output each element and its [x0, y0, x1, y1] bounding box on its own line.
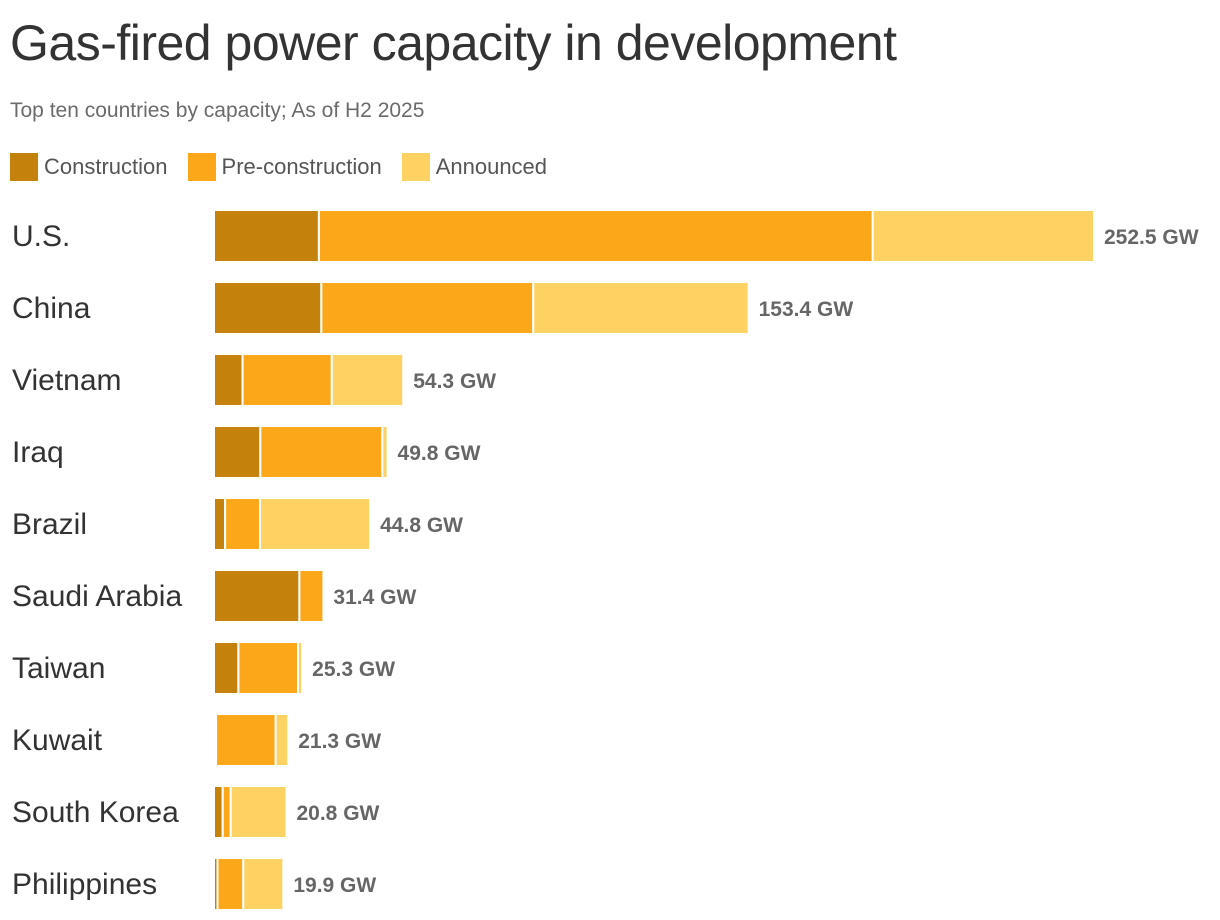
bar-taiwan-pre-construction	[237, 641, 299, 695]
category-label-u-s: U.S.	[12, 220, 70, 253]
bar-iraq-pre-construction	[259, 425, 384, 479]
legend-item-pre-construction: Pre-construction	[187, 153, 382, 181]
legend-label-announced: Announced	[435, 154, 548, 179]
value-label-south-korea: 20.8 GW	[296, 802, 379, 825]
value-label-iraq: 49.8 GW	[398, 442, 481, 465]
bar-philippines-pre-construction	[216, 857, 245, 911]
value-label-vietnam: 54.3 GW	[413, 370, 496, 393]
category-label-saudi-arabia: Saudi Arabia	[12, 580, 182, 613]
bar-china-announced	[532, 281, 750, 335]
value-label-u-s: 252.5 GW	[1104, 226, 1199, 249]
legend-label-construction: Construction	[44, 154, 168, 179]
bar-u-s-pre-construction	[317, 209, 874, 263]
bar-china-construction	[213, 281, 323, 335]
bar-u-s-announced	[871, 209, 1095, 263]
bar-south-korea-construction	[213, 785, 224, 839]
category-label-kuwait: Kuwait	[12, 724, 103, 757]
bar-saudi-arabia-construction	[213, 569, 301, 623]
legend: Construction Pre-construction Announced	[10, 153, 567, 181]
legend-swatch-construction	[10, 153, 38, 181]
category-label-philippines: Philippines	[12, 868, 157, 901]
bar-china-pre-construction	[320, 281, 535, 335]
value-label-philippines: 19.9 GW	[293, 874, 376, 897]
bar-vietnam-announced	[330, 353, 405, 407]
value-label-kuwait: 21.3 GW	[298, 730, 381, 753]
chart-subtitle: Top ten countries by capacity; As of H2 …	[10, 99, 425, 122]
value-label-china: 153.4 GW	[759, 298, 854, 321]
bar-brazil-construction	[213, 497, 227, 551]
bar-kuwait-announced	[274, 713, 290, 767]
value-label-brazil: 44.8 GW	[380, 514, 463, 537]
bar-brazil-announced	[259, 497, 372, 551]
category-label-taiwan: Taiwan	[12, 652, 105, 685]
bar-kuwait-pre-construction	[215, 713, 277, 767]
bar-taiwan-announced	[296, 641, 304, 695]
bar-u-s-construction	[213, 209, 320, 263]
legend-swatch-pre-construction	[187, 153, 216, 181]
bar-philippines-announced	[242, 857, 285, 911]
category-label-brazil: Brazil	[12, 508, 87, 541]
legend-item-announced: Announced	[401, 153, 548, 181]
bar-south-korea-announced	[229, 785, 288, 839]
bar-south-korea-pre-construction	[221, 785, 232, 839]
bar-vietnam-pre-construction	[241, 353, 333, 407]
category-label-china: China	[12, 292, 91, 325]
bar-iraq-construction	[213, 425, 262, 479]
value-label-saudi-arabia: 31.4 GW	[333, 586, 416, 609]
bar-taiwan-construction	[213, 641, 240, 695]
category-label-iraq: Iraq	[12, 436, 64, 469]
legend-swatch-announced	[401, 153, 430, 181]
category-label-vietnam: Vietnam	[12, 364, 122, 397]
legend-label-pre-construction: Pre-construction	[221, 154, 382, 179]
bar-vietnam-construction	[213, 353, 244, 407]
bar-iraq-announced	[381, 425, 389, 479]
legend-item-construction: Construction	[10, 153, 168, 181]
bar-brazil-pre-construction	[224, 497, 262, 551]
bar-saudi-arabia-pre-construction	[298, 569, 325, 623]
value-label-taiwan: 25.3 GW	[312, 658, 395, 681]
chart-title: Gas-fired power capacity in development	[10, 15, 897, 71]
category-label-south-korea: South Korea	[12, 796, 179, 829]
